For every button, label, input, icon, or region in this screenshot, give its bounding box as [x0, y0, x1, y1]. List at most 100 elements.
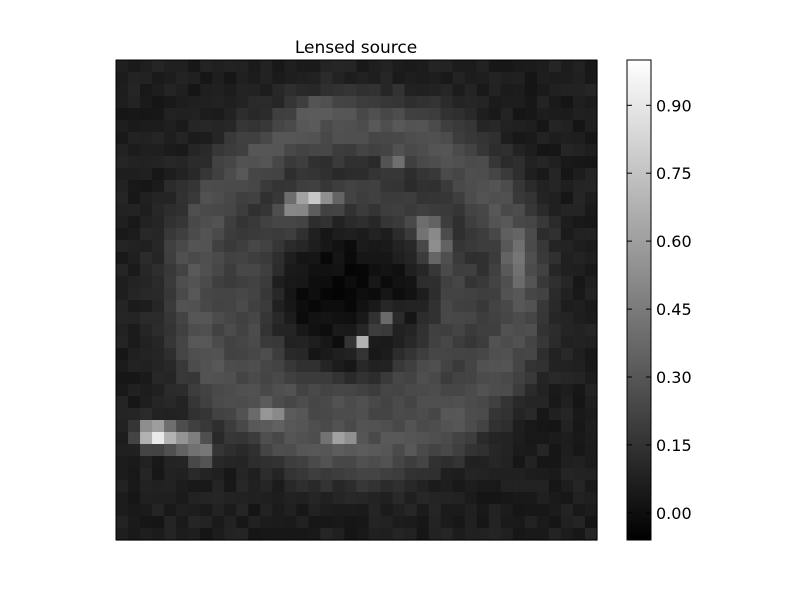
heatmap-cell: [176, 408, 189, 421]
heatmap-cell: [524, 492, 538, 505]
heatmap-cell: [356, 144, 370, 157]
heatmap-cell: [500, 264, 514, 277]
heatmap-cell: [344, 300, 358, 313]
heatmap-cell: [152, 420, 165, 433]
heatmap-cell: [200, 168, 213, 181]
heatmap-cell: [404, 444, 418, 457]
heatmap-cell: [428, 432, 442, 445]
heatmap-cell: [416, 504, 430, 517]
heatmap-cell: [260, 288, 273, 301]
heatmap-cell: [488, 96, 502, 109]
heatmap-cell: [476, 132, 490, 145]
heatmap-cell: [320, 312, 334, 325]
heatmap-cell: [140, 492, 153, 505]
heatmap-cell: [488, 516, 502, 529]
heatmap-cell: [584, 72, 598, 85]
heatmap-cell: [512, 492, 526, 505]
heatmap-cell: [356, 264, 370, 277]
heatmap-cell: [272, 528, 285, 541]
heatmap-cell: [224, 168, 237, 181]
heatmap-cell: [176, 180, 189, 193]
heatmap-cell: [356, 360, 370, 373]
heatmap-cell: [476, 528, 490, 541]
heatmap-cell: [344, 336, 358, 349]
heatmap-cell: [308, 96, 322, 109]
heatmap-cell: [512, 252, 526, 265]
heatmap-cell: [368, 204, 382, 217]
heatmap-cell: [584, 252, 598, 265]
heatmap-cell: [272, 168, 285, 181]
heatmap-cell: [536, 468, 550, 481]
heatmap-cell: [332, 408, 346, 421]
heatmap-cell: [248, 156, 261, 169]
heatmap-cell: [272, 96, 285, 109]
heatmap-cell: [560, 516, 574, 529]
heatmap-cell: [152, 276, 165, 289]
heatmap-cell: [320, 468, 334, 481]
heatmap-cell: [380, 480, 394, 493]
heatmap-cell: [140, 348, 153, 361]
heatmap-cell: [428, 288, 442, 301]
heatmap-cell: [332, 324, 346, 337]
heatmap-cell: [548, 408, 562, 421]
heatmap-cell: [236, 276, 249, 289]
heatmap-cell: [128, 348, 141, 361]
heatmap-cell: [416, 228, 430, 241]
heatmap-cell: [560, 288, 574, 301]
heatmap-cell: [128, 444, 141, 457]
heatmap-cell: [512, 204, 526, 217]
heatmap-cell: [176, 480, 189, 493]
heatmap-cell: [464, 396, 478, 409]
heatmap-cell: [224, 372, 237, 385]
heatmap-cell: [476, 180, 490, 193]
heatmap-cell: [260, 72, 273, 85]
heatmap-cell: [320, 480, 334, 493]
heatmap-cell: [152, 264, 165, 277]
heatmap-cell: [476, 516, 490, 529]
heatmap-cell: [140, 324, 153, 337]
heatmap-cell: [116, 84, 129, 97]
heatmap-cell: [224, 120, 237, 133]
heatmap-cell: [536, 180, 550, 193]
heatmap-cell: [368, 216, 382, 229]
heatmap-cell: [440, 168, 454, 181]
heatmap-cell: [356, 468, 370, 481]
heatmap-cell: [476, 492, 490, 505]
heatmap-cell: [452, 156, 466, 169]
heatmap-cell: [344, 480, 358, 493]
heatmap-cell: [512, 132, 526, 145]
heatmap-cell: [272, 204, 285, 217]
heatmap-cell: [428, 108, 442, 121]
heatmap-cell: [164, 324, 177, 337]
heatmap-cell: [560, 120, 574, 133]
heatmap-cell: [152, 348, 165, 361]
heatmap-cell: [440, 348, 454, 361]
heatmap-cell: [236, 456, 249, 469]
heatmap-cell: [212, 216, 225, 229]
heatmap-cell: [548, 96, 562, 109]
heatmap-cell: [236, 84, 249, 97]
heatmap-cell: [344, 108, 358, 121]
heatmap-cell: [488, 468, 502, 481]
heatmap-cell: [212, 300, 225, 313]
heatmap-cell: [260, 180, 273, 193]
heatmap-cell: [224, 492, 237, 505]
heatmap-cell: [344, 120, 358, 133]
colorbar-tick-label: 0.30: [656, 368, 692, 387]
heatmap-cell: [356, 504, 370, 517]
heatmap-cell: [320, 444, 334, 457]
heatmap-cell: [428, 456, 442, 469]
heatmap-cell: [536, 528, 550, 541]
heatmap-cell: [128, 336, 141, 349]
heatmap-cell: [464, 144, 478, 157]
heatmap-cell: [296, 468, 310, 481]
heatmap-cell: [116, 72, 129, 85]
heatmap-cell: [368, 456, 382, 469]
heatmap-cell: [236, 108, 249, 121]
heatmap-cell: [404, 384, 418, 397]
heatmap-cell: [164, 120, 177, 133]
heatmap-cell: [452, 60, 466, 73]
heatmap-cell: [500, 168, 514, 181]
heatmap-cell: [368, 180, 382, 193]
heatmap-cell: [464, 120, 478, 133]
